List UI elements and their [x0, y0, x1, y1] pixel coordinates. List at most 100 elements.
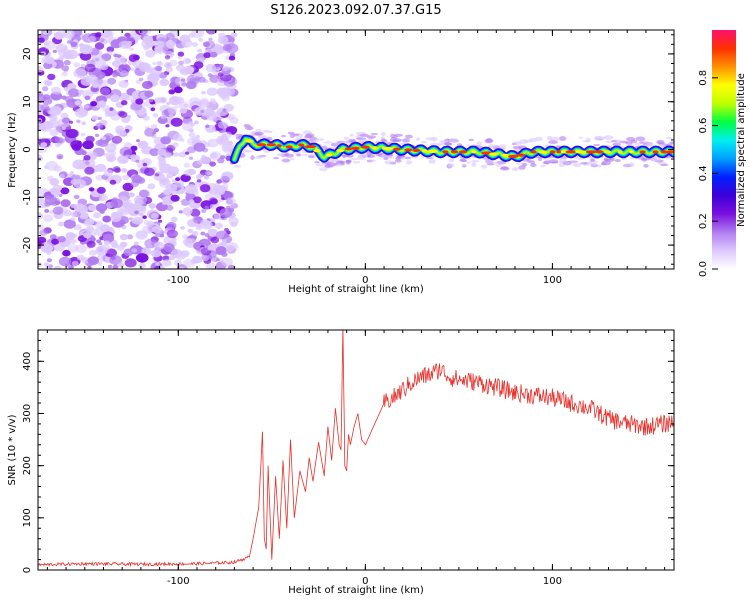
- noise-blob: [144, 90, 154, 98]
- noise-blob: [168, 113, 174, 118]
- ridge-halo: [359, 133, 370, 137]
- noise-blob: [193, 61, 204, 69]
- noise-blob: [95, 163, 107, 172]
- noise-blob: [136, 139, 140, 143]
- noise-blob: [54, 143, 61, 148]
- ridge-halo: [498, 144, 507, 150]
- ridge-halo: [293, 133, 300, 136]
- noise-blob: [192, 255, 203, 264]
- ridge-halo: [591, 163, 598, 166]
- ridge-hotspot: [381, 146, 393, 151]
- noise-blob: [175, 177, 181, 182]
- noise-blob: [83, 104, 90, 109]
- noise-blob: [143, 45, 150, 51]
- noise-blob: [102, 215, 112, 223]
- ridge-halo: [480, 164, 487, 169]
- x-tick-label: 0: [362, 576, 368, 587]
- ridge-halo: [486, 163, 495, 166]
- ridge-halo: [495, 164, 502, 167]
- ridge-hotspot: [530, 150, 537, 154]
- ridge-halo: [460, 159, 468, 163]
- ridge-halo: [658, 142, 666, 145]
- noise-blob: [219, 175, 230, 184]
- noise-blob: [131, 248, 138, 253]
- ridge-halo: [233, 165, 242, 168]
- ridge-halo: [593, 144, 601, 146]
- noise-blob: [209, 230, 217, 236]
- noise-blob: [195, 134, 201, 139]
- noise-blob: [144, 127, 156, 137]
- ridge-halo: [349, 133, 354, 137]
- noise-blob: [79, 211, 89, 220]
- noise-blob: [180, 78, 186, 82]
- noise-blob: [88, 204, 97, 211]
- noise-blob: [139, 140, 149, 148]
- noise-blob: [110, 198, 123, 209]
- ridge-hotspot: [501, 153, 510, 157]
- noise-blob: [190, 122, 196, 127]
- ridge-halo: [468, 138, 474, 142]
- noise-blob: [184, 69, 189, 73]
- noise-blob: [155, 65, 163, 72]
- noise-blob: [142, 80, 153, 90]
- noise-blob: [122, 174, 130, 181]
- noise-blob: [223, 131, 233, 139]
- noise-blob: [217, 157, 225, 164]
- x-tick-label: -100: [167, 576, 190, 587]
- noise-blob: [184, 58, 192, 64]
- noise-blob: [136, 159, 149, 169]
- noise-blob: [205, 63, 216, 73]
- ridge-halo: [546, 135, 553, 141]
- noise-blob: [70, 217, 76, 221]
- noise-blob: [109, 179, 117, 185]
- ridge-halo: [284, 152, 289, 157]
- ridge-halo: [538, 156, 543, 162]
- noise-blob: [79, 52, 92, 61]
- y-tick-label: 400: [22, 352, 33, 371]
- ridge-hotspot: [639, 150, 646, 154]
- noise-blob: [216, 230, 228, 240]
- ridge-halo: [254, 156, 262, 160]
- noise-blob: [225, 245, 235, 253]
- noise-blob: [69, 120, 73, 124]
- noise-blob: [53, 165, 62, 172]
- ridge-hotspot: [325, 153, 333, 157]
- noise-blob: [145, 50, 156, 58]
- noise-blob: [39, 197, 43, 201]
- noise-blob: [138, 262, 146, 269]
- noise-blob: [164, 55, 171, 60]
- noise-blob: [156, 61, 163, 66]
- ridge-halo: [357, 154, 368, 159]
- noise-blob: [82, 89, 94, 99]
- noise-blob: [121, 168, 128, 173]
- spectrogram-x-ticks: -100 0 100: [46, 30, 666, 286]
- noise-blob: [165, 200, 172, 205]
- noise-blob: [158, 219, 163, 223]
- noise-blob: [111, 60, 121, 68]
- ridge-hotspot: [344, 147, 353, 151]
- noise-blob: [172, 142, 179, 148]
- ridge-halo: [348, 138, 356, 143]
- noise-blob: [111, 71, 119, 78]
- noise-blob: [224, 227, 229, 232]
- noise-blob: [38, 66, 44, 73]
- noise-blob: [67, 244, 79, 253]
- noise-blob: [39, 229, 48, 236]
- ridge-halo: [405, 160, 413, 165]
- noise-blob: [216, 107, 229, 117]
- noise-blob: [200, 110, 205, 113]
- noise-blob: [87, 36, 97, 43]
- noise-blob: [184, 184, 198, 195]
- noise-blob: [180, 68, 190, 76]
- ridge-halo: [447, 163, 455, 168]
- noise-blob: [78, 89, 84, 95]
- ridge-halo: [511, 167, 519, 172]
- noise-blob: [68, 265, 74, 269]
- noise-blob: [42, 30, 49, 35]
- noise-blob: [73, 203, 86, 213]
- ridge-halo: [394, 159, 402, 163]
- noise-blob: [106, 46, 115, 53]
- noise-blob: [207, 73, 213, 77]
- noise-blob: [102, 233, 115, 243]
